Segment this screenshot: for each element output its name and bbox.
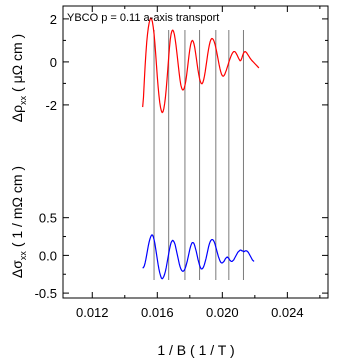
y-tick-label: 0 [50,55,57,70]
x-tick-label: 0.024 [271,305,304,320]
y-tick-label: 0.5 [39,211,57,226]
resistivity-series-line [142,17,260,114]
x-tick-label: 0.020 [206,305,239,320]
chart-title: YBCO p = 0.11 a-axis transport [67,12,219,24]
y-axis-label-conductivity-unit: ( 1 / mΩ cm ) [9,166,25,251]
y-axis-label-resistivity-subscript: xx [18,95,28,105]
y-axis-label-resistivity-symbol: Δρ [9,105,25,122]
axes: 0.012 0.016 0.020 0.024 2 0 -2 0.5 0.0 -0.5 [35,6,328,320]
y-axis-label-conductivity-symbol: Δσ [9,260,25,278]
conductivity-series-line [142,234,255,280]
x-tick-label: 0.012 [76,305,109,320]
y-tick-label: 2 [50,12,57,27]
data-curves [142,17,260,280]
y-axis-label-conductivity-subscript: xx [18,251,28,261]
y-axis-label-resistivity-unit: ( μΩ cm ) [9,34,25,96]
y-tick-label: 0.0 [39,248,57,263]
plot-frame [62,5,329,299]
x-tick-label: 0.016 [141,305,174,320]
y-tick-label: -0.5 [35,286,57,301]
y-axis-label-conductivity: Δσxx ( 1 / mΩ cm ) [9,166,28,278]
y-tick-label: -2 [45,98,57,113]
y-axis-label-resistivity: Δρxx ( μΩ cm ) [9,34,28,122]
x-axis-label: 1 / B ( 1 / T ) [157,342,234,358]
vertical-guide-lines [153,30,244,280]
